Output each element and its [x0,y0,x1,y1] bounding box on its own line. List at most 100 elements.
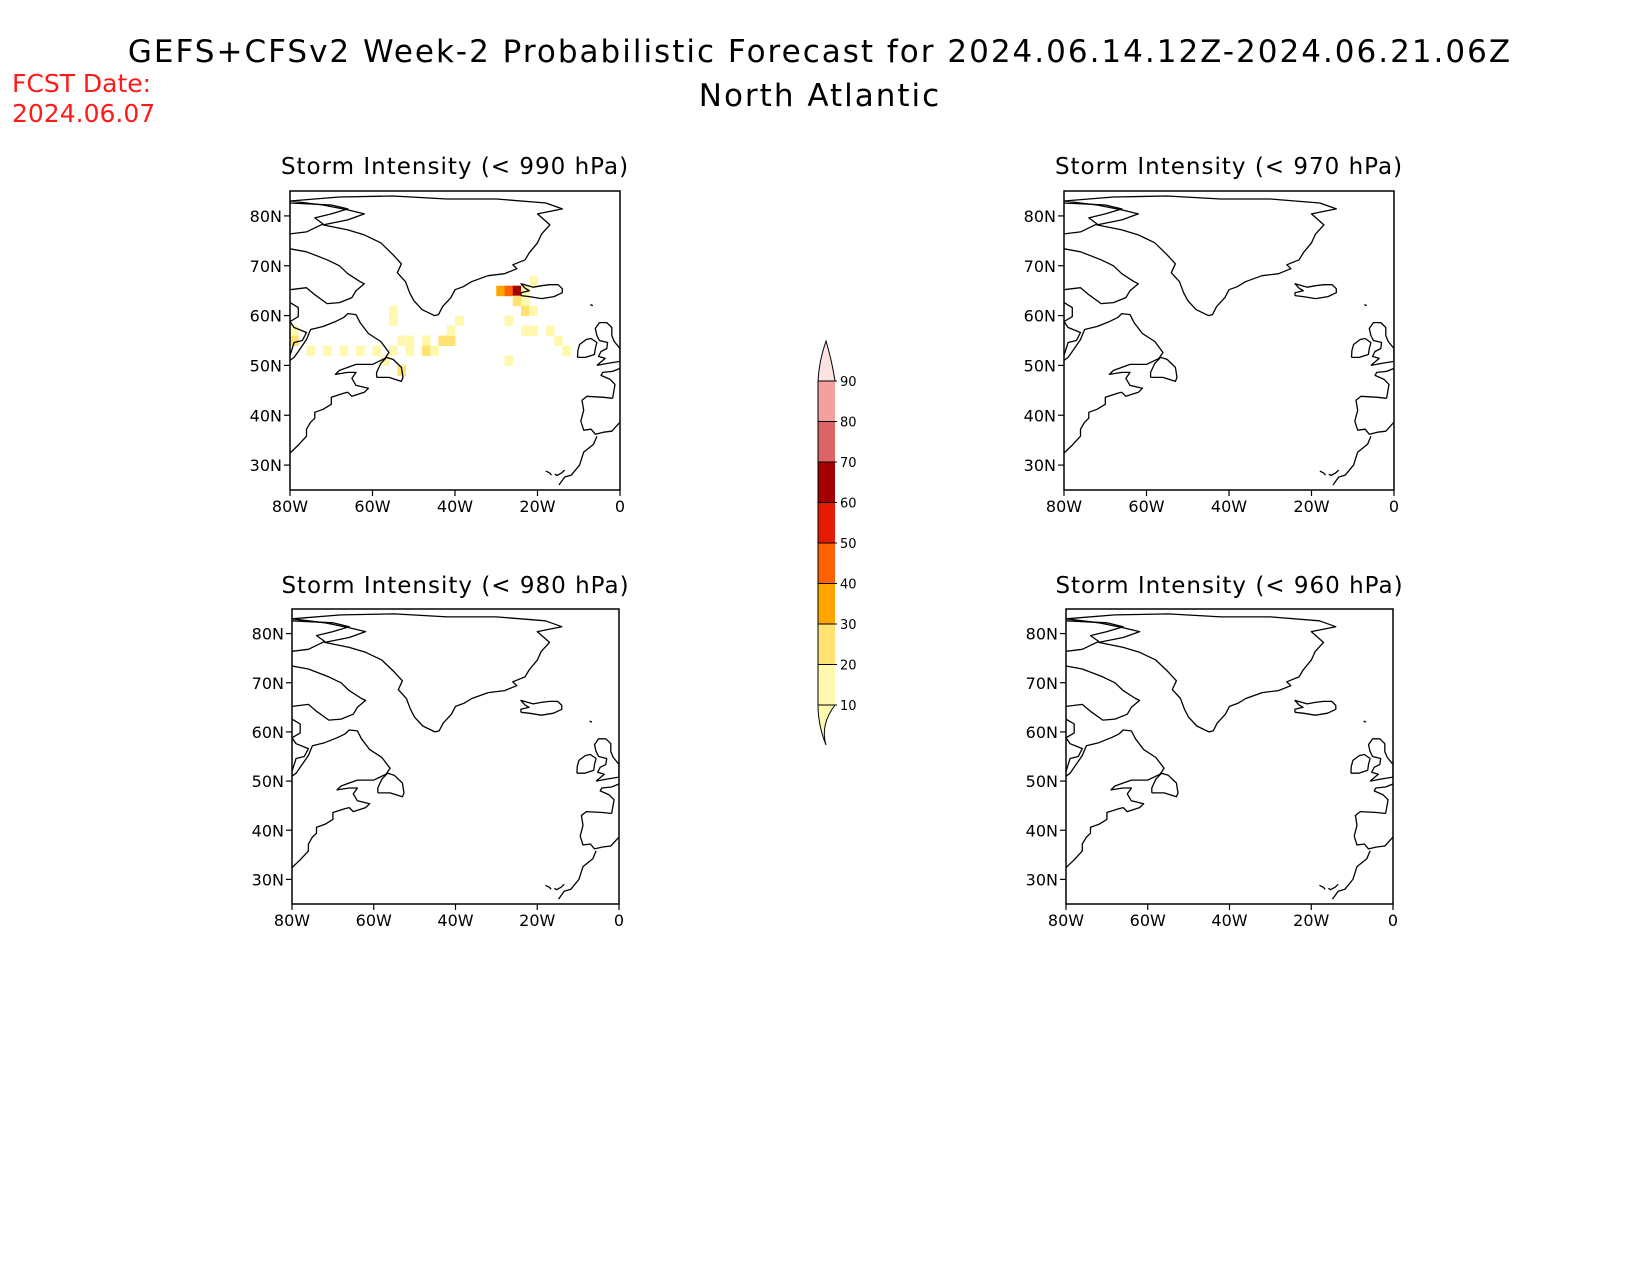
colorbar-tick-label: 40 [840,578,857,593]
probability-cell [389,345,398,356]
coastline [1332,435,1372,486]
lon-tick-label: 40W [437,911,473,930]
lat-tick-label: 70N [1026,674,1058,693]
coastline [1064,295,1065,297]
coastline [579,810,619,850]
probability-cell [521,325,530,337]
coastline [1328,883,1339,891]
coastline [554,883,565,891]
lon-tick-label: 0 [615,497,625,516]
lon-tick-label: 40W [1211,911,1247,930]
coastline [1066,613,1337,733]
probability-cell [504,355,514,366]
lon-tick-label: 80W [1046,497,1082,516]
map-panel: Storm Intensity (< 980 hPa) 80N 70N 60N 50N 4… [252,573,629,930]
panels-layer: Storm Intensity (< 990 hPa) 80N 70N 60N 50N 4… [250,154,1403,930]
lat-tick-label: 50N [1026,772,1058,791]
lon-tick-label: 0 [614,911,624,930]
lat-tick-label: 30N [250,456,282,475]
probability-cell [521,305,530,317]
colorbar-lower-extension [817,704,836,746]
coastline [290,248,365,305]
lon-tick-label: 80W [1048,911,1084,930]
coastline [1064,195,1337,317]
coastline [290,295,291,297]
colorbar-segment [818,381,835,422]
coastline [1064,312,1164,454]
coastline [1151,772,1179,798]
probability-cell [521,295,530,307]
coastline [520,283,563,300]
coastline [1066,718,1083,772]
coastline [377,772,405,798]
lat-tick-label: 60N [1024,307,1056,326]
coastline [558,435,598,486]
colorbar-tick-label: 60 [840,497,857,512]
lat-tick-label: 30N [252,870,284,889]
map-panel: Storm Intensity (< 960 hPa) 80N 70N 60N 50N 4… [1026,573,1403,930]
probability-cell [512,285,522,297]
coastline [557,850,597,900]
lon-tick-label: 60W [356,911,392,930]
colorbar-segment [818,624,835,665]
coastline [1319,884,1326,890]
probability-cell [405,335,415,346]
lon-tick-label: 60W [1130,911,1166,930]
coastline [1350,753,1371,774]
lat-tick-label: 50N [252,772,284,791]
lon-tick-label: 20W [519,497,555,516]
colorbar-upper-extension [817,339,836,382]
coastline [600,367,620,399]
probability-cell [504,285,514,297]
probability-cell [306,345,316,356]
probability-cell [405,345,415,356]
coastline [1353,810,1393,850]
panel-title: Storm Intensity (< 960 hPa) [1055,573,1403,599]
coastline [1294,283,1337,300]
probability-cell [446,325,456,337]
lon-tick-label: 20W [519,911,555,930]
lon-tick-label: 40W [1211,497,1247,516]
lat-tick-label: 40N [250,406,282,425]
lon-tick-label: 80W [274,911,310,930]
probability-cell [521,285,530,297]
coastlines [292,613,619,900]
probability-cell [290,335,299,346]
panel-title: Storm Intensity (< 990 hPa) [281,154,629,180]
lon-tick-label: 20W [1293,911,1329,930]
coastlines [290,195,620,486]
coastline [1066,665,1141,721]
colorbar-segment [818,664,835,705]
coastline [593,738,619,782]
colorbar-segment [818,583,835,624]
panel-title: Storm Intensity (< 970 hPa) [1055,154,1403,180]
coastline [599,783,619,814]
lon-tick-label: 60W [1128,497,1164,516]
coastline [1363,720,1367,723]
probability-cell [529,325,538,337]
probability-cell [529,275,538,287]
lat-tick-label: 70N [252,674,284,693]
coastline [1364,303,1368,307]
lat-tick-label: 80N [250,207,282,226]
coastline [594,321,620,367]
probability-cell [562,345,571,356]
lat-tick-label: 30N [1026,870,1058,889]
lon-tick-label: 40W [437,497,473,516]
coastline [290,302,308,356]
colorbar-segment [818,502,835,543]
lat-tick-label: 40N [1026,821,1058,840]
map-frame [1063,190,1395,491]
coastline [1294,699,1337,716]
coastline [1149,356,1178,383]
lat-tick-label: 70N [250,257,282,276]
lat-tick-label: 40N [1024,406,1056,425]
coastline [292,712,293,714]
coastlines [1064,195,1394,486]
fcst-date-label: FCST Date: [12,69,151,98]
coastline [1064,248,1139,305]
lon-tick-label: 0 [1389,497,1399,516]
probability-cell [389,305,398,317]
probability-cell [339,345,349,356]
coastline [545,470,553,476]
